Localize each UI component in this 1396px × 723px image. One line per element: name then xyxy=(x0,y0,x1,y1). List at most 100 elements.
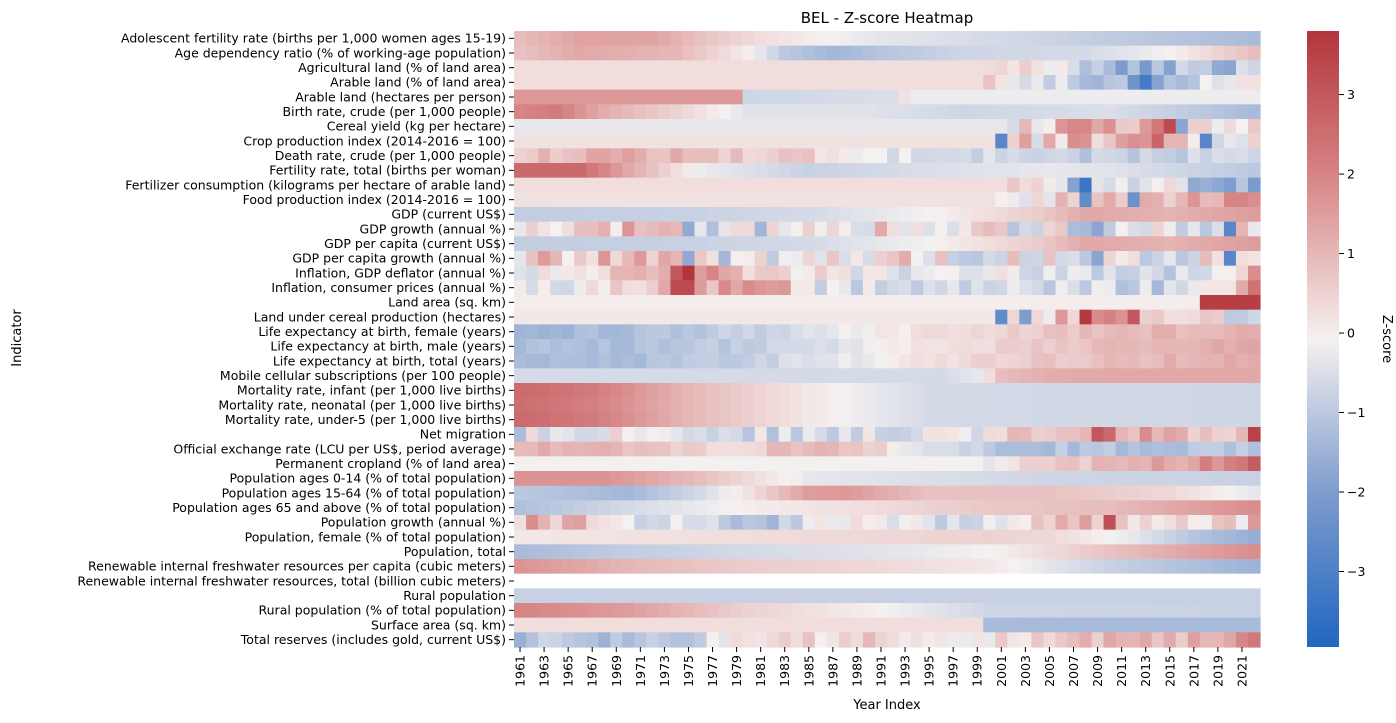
heatmap-cell xyxy=(935,324,948,340)
heatmap-cell xyxy=(1055,353,1069,369)
heatmap-cell xyxy=(911,339,924,355)
heatmap-cell xyxy=(742,192,756,208)
heatmap-cell xyxy=(1091,251,1105,267)
heatmap-cell xyxy=(1067,427,1081,443)
heatmap-cell xyxy=(742,236,756,252)
heatmap-cell xyxy=(550,309,563,325)
indicator-label: GDP (current US$) xyxy=(391,207,506,222)
heatmap-cell xyxy=(971,573,984,589)
heatmap-cell xyxy=(622,471,635,487)
heatmap-cell xyxy=(971,500,984,516)
heatmap-cell xyxy=(1211,324,1225,340)
heatmap-cell xyxy=(995,31,1008,47)
heatmap-cell xyxy=(1211,427,1225,443)
heatmap-cell xyxy=(658,427,672,443)
heatmap-cell xyxy=(995,60,1008,76)
heatmap-cell xyxy=(1211,31,1225,47)
heatmap-cell xyxy=(911,485,924,501)
heatmap-cell xyxy=(1067,515,1081,531)
heatmap-cell xyxy=(1223,383,1237,399)
heatmap-cell xyxy=(574,485,587,501)
heatmap-cell xyxy=(1235,515,1249,531)
heatmap-cell xyxy=(742,559,756,575)
heatmap-cell xyxy=(814,309,828,325)
heatmap-cell xyxy=(778,45,792,61)
heatmap-cell xyxy=(1151,119,1165,135)
heatmap-cell xyxy=(814,295,828,311)
heatmap-cell xyxy=(1175,617,1189,633)
heatmap-cell xyxy=(718,397,732,413)
indicator-label: Fertility rate, total (births per woman) xyxy=(269,163,506,178)
heatmap-cell xyxy=(971,441,984,457)
heatmap-cell xyxy=(947,412,960,428)
heatmap-cell xyxy=(1031,236,1045,252)
heatmap-cell xyxy=(646,529,659,545)
heatmap-cell xyxy=(826,397,840,413)
heatmap-cell xyxy=(959,339,972,355)
heatmap-cell xyxy=(802,251,816,267)
heatmap-cell xyxy=(550,485,563,501)
heatmap-cell xyxy=(562,207,575,223)
heatmap-cell xyxy=(995,456,1008,472)
heatmap-cell xyxy=(1091,368,1105,384)
year-tick-label: 1975 xyxy=(681,655,696,687)
heatmap-cell xyxy=(850,383,864,399)
heatmap-cell xyxy=(658,133,672,149)
heatmap-cell xyxy=(1115,236,1129,252)
heatmap-cell xyxy=(1163,485,1177,501)
heatmap-cell xyxy=(694,515,708,531)
heatmap-cell xyxy=(899,632,912,648)
heatmap-cell xyxy=(718,163,732,179)
heatmap-cell xyxy=(742,383,756,399)
heatmap-cell xyxy=(874,295,888,311)
heatmap-cell xyxy=(826,529,840,545)
heatmap-cell xyxy=(983,207,996,223)
heatmap-cell xyxy=(1007,573,1020,589)
heatmap-cell xyxy=(682,427,696,443)
heatmap-cell xyxy=(1115,456,1129,472)
heatmap-cell xyxy=(1043,368,1057,384)
heatmap-cell xyxy=(586,456,599,472)
heatmap-cell xyxy=(538,339,551,355)
heatmap-cell xyxy=(935,368,948,384)
heatmap-cell xyxy=(706,441,720,457)
heatmap-cell xyxy=(562,75,575,91)
heatmap-cell xyxy=(874,280,888,296)
heatmap-cell xyxy=(550,353,563,369)
heatmap-cell xyxy=(923,573,936,589)
indicator-label: Land under cereal production (hectares) xyxy=(254,309,506,324)
heatmap-cell xyxy=(694,617,708,633)
indicator-labels: Adolescent fertility rate (births per 1,… xyxy=(77,31,514,647)
heatmap-cell xyxy=(1079,603,1093,619)
heatmap-cell xyxy=(610,75,623,91)
heatmap-cell xyxy=(826,632,840,648)
heatmap-cell xyxy=(1031,456,1045,472)
heatmap-cell xyxy=(1031,471,1045,487)
heatmap-cell xyxy=(682,529,696,545)
heatmap-cell xyxy=(646,412,659,428)
heatmap-cell xyxy=(586,31,599,47)
heatmap-cell xyxy=(778,236,792,252)
heatmap-cell xyxy=(574,617,587,633)
heatmap-cell xyxy=(947,163,960,179)
heatmap-cell xyxy=(646,632,659,648)
heatmap-cell xyxy=(923,324,936,340)
heatmap-cell xyxy=(766,119,780,135)
heatmap-cell xyxy=(983,617,996,633)
heatmap-cell xyxy=(862,339,876,355)
heatmap-cell xyxy=(634,368,647,384)
heatmap-cell xyxy=(622,515,635,531)
heatmap-cell xyxy=(1187,353,1201,369)
heatmap-cell xyxy=(1175,588,1189,604)
heatmap-cell xyxy=(1211,45,1225,61)
heatmap-cell xyxy=(574,544,587,560)
heatmap-cell xyxy=(802,441,816,457)
heatmap-cell xyxy=(1043,573,1057,589)
heatmap-cell xyxy=(1127,573,1141,589)
heatmap-cell xyxy=(718,632,732,648)
heatmap-cell xyxy=(658,353,672,369)
heatmap-cell xyxy=(766,368,780,384)
heatmap-cell xyxy=(694,207,708,223)
heatmap-cell xyxy=(1175,104,1189,120)
indicator-label: Cereal yield (kg per hectare) xyxy=(327,119,506,134)
